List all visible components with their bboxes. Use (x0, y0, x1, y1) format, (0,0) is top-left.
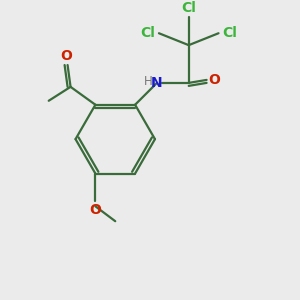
Text: O: O (208, 73, 220, 87)
Text: Cl: Cl (222, 26, 237, 40)
Text: O: O (89, 203, 101, 217)
Text: H: H (144, 75, 152, 88)
Text: Cl: Cl (141, 26, 155, 40)
Text: Cl: Cl (181, 2, 196, 15)
Text: O: O (61, 49, 73, 63)
Text: N: N (151, 76, 163, 90)
